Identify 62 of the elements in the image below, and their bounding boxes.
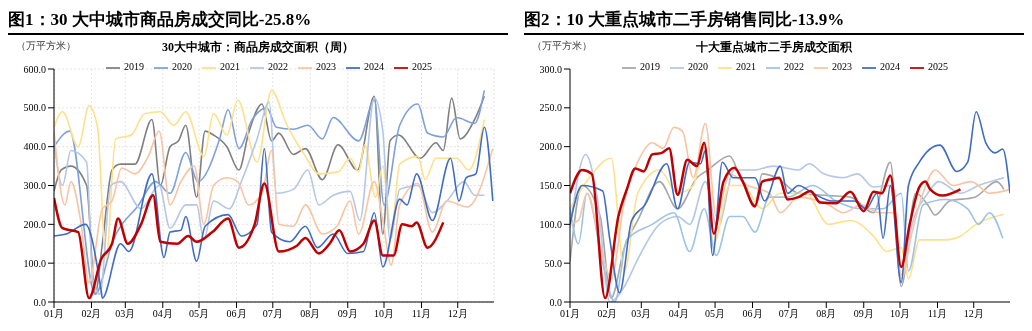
x-tick-label: 10月 — [374, 308, 394, 320]
x-tick-label: 02月 — [597, 308, 618, 320]
x-tick-label: 08月 — [816, 308, 837, 320]
x-tick-label: 05月 — [189, 308, 210, 320]
y-axis-title: （万平方米） — [532, 39, 592, 53]
x-tick-label: 03月 — [631, 308, 652, 320]
x-tick-label: 04月 — [668, 308, 689, 320]
x-tick-label: 09月 — [853, 308, 874, 320]
legend-label: 2019 — [124, 61, 144, 73]
line-series — [570, 141, 962, 300]
y-axis-title: （万平方米） — [16, 39, 76, 53]
y-tick-label: 100.0 — [539, 218, 562, 230]
line-series — [54, 89, 486, 261]
x-tick-label: 10月 — [890, 308, 910, 320]
x-tick-label: 09月 — [337, 308, 358, 320]
y-tick-label: 0.0 — [549, 296, 562, 308]
x-tick-label: 07月 — [778, 308, 799, 320]
legend-label: 2024 — [880, 61, 900, 73]
y-tick-label: 200.0 — [23, 218, 46, 230]
x-tick-label: 11月 — [927, 308, 948, 320]
line-series — [570, 184, 1004, 302]
y-tick-label: 600.0 — [23, 63, 46, 75]
x-tick-label: 01月 — [44, 308, 64, 320]
legend-label: 2021 — [736, 61, 756, 73]
legend-label: 2023 — [832, 61, 852, 73]
y-tick-label: 100.0 — [23, 257, 46, 269]
x-tick-label: 12月 — [447, 308, 468, 320]
y-tick-label: 400.0 — [23, 141, 46, 153]
x-tick-label: 05月 — [705, 308, 726, 320]
legend-label: 2025 — [928, 61, 948, 73]
x-tick-label: 07月 — [262, 308, 283, 320]
legend-label: 2020 — [688, 61, 708, 73]
chart-subtitle: 30大中城市：商品房成交面积（周） — [162, 40, 354, 54]
x-tick-label: 01月 — [560, 308, 580, 320]
legend-label: 2023 — [316, 61, 336, 73]
x-tick-label: 04月 — [152, 308, 173, 320]
chart-title: 图1：30 大中城市商品房成交同比-25.8% — [8, 8, 508, 35]
legend-label: 2022 — [268, 61, 288, 73]
legend-label: 2025 — [412, 61, 432, 73]
y-tick-label: 0.0 — [33, 296, 46, 308]
legend-label: 2021 — [220, 61, 240, 73]
y-tick-label: 200.0 — [539, 141, 562, 153]
legend-label: 2024 — [364, 61, 384, 73]
y-tick-label: 150.0 — [539, 180, 562, 192]
x-tick-label: 06月 — [226, 308, 247, 320]
chart-title: 图2：10 大重点城市二手房销售同比-13.9% — [524, 8, 1024, 35]
y-tick-label: 300.0 — [23, 180, 46, 192]
x-tick-label: 11月 — [411, 308, 432, 320]
x-tick-label: 06月 — [742, 308, 763, 320]
x-tick-label: 12月 — [963, 308, 984, 320]
chart-subtitle: 十大重点城市二手房成交面积 — [696, 40, 852, 54]
y-tick-label: 300.0 — [539, 63, 562, 75]
y-tick-label: 250.0 — [539, 102, 562, 114]
x-tick-label: 02月 — [81, 308, 102, 320]
x-tick-label: 08月 — [300, 308, 321, 320]
legend-label: 2019 — [640, 61, 660, 73]
legend-label: 2022 — [784, 61, 804, 73]
y-tick-label: 500.0 — [23, 102, 46, 114]
x-tick-label: 03月 — [115, 308, 136, 320]
y-tick-label: 50.0 — [544, 257, 562, 269]
line-series — [54, 182, 445, 300]
legend-label: 2020 — [172, 61, 192, 73]
